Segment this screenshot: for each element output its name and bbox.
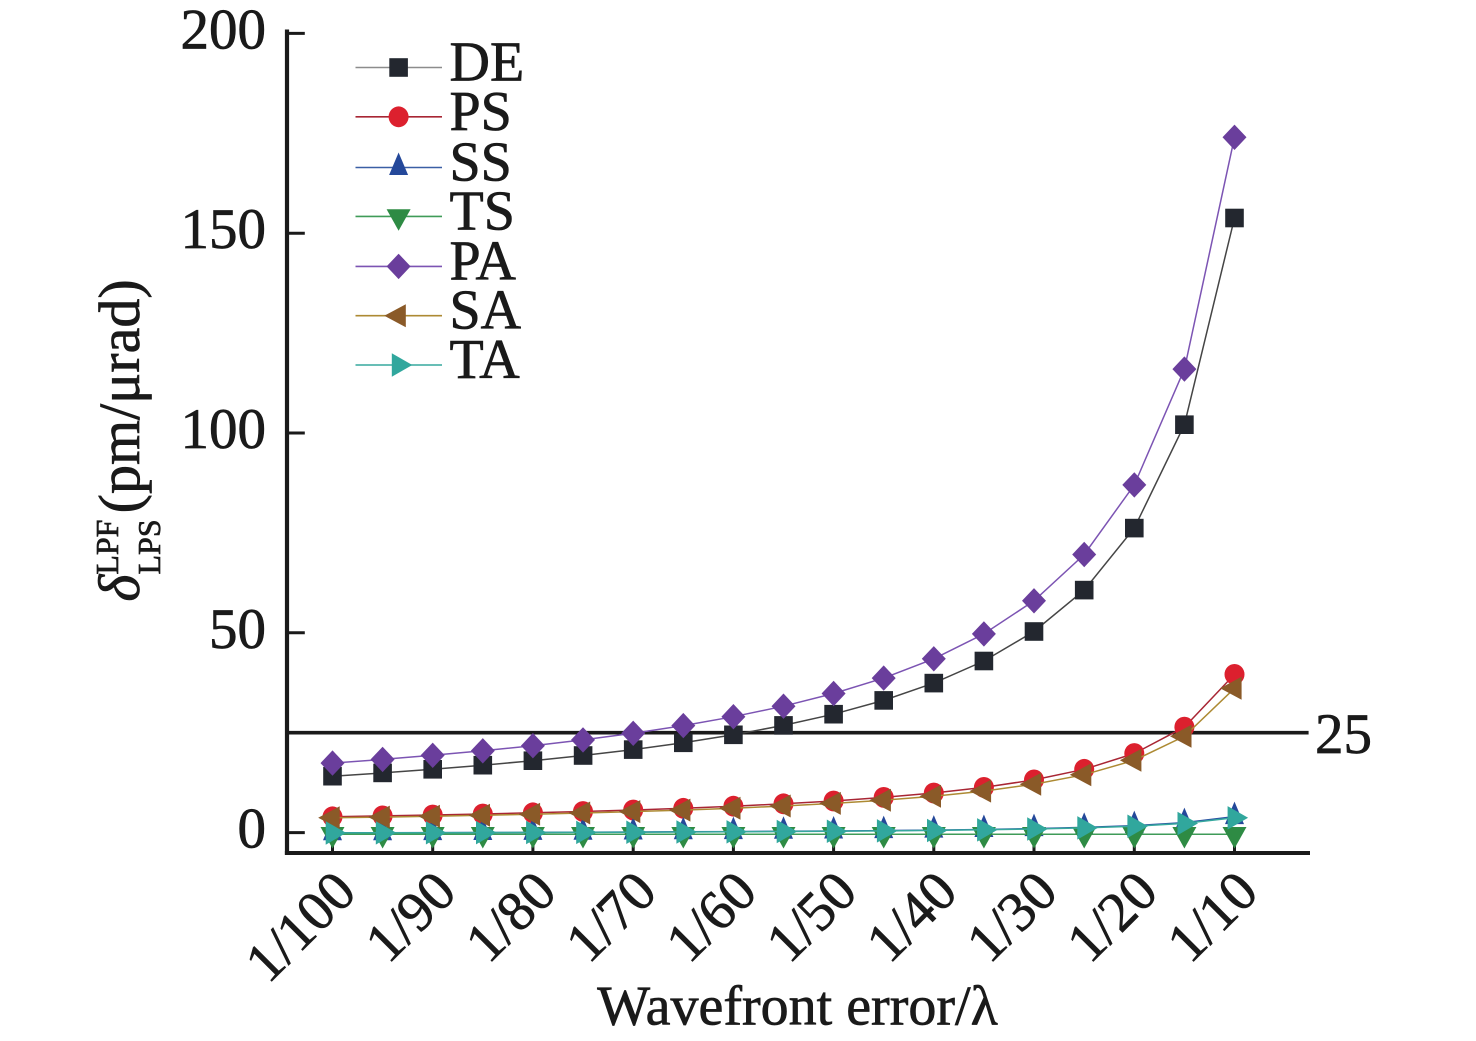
svg-text:0: 0 xyxy=(238,798,267,861)
svg-text:TS: TS xyxy=(450,180,515,242)
svg-text:DE: DE xyxy=(450,32,525,94)
svg-text:PS: PS xyxy=(450,81,512,143)
svg-text:SA: SA xyxy=(450,280,522,342)
svg-text:100: 100 xyxy=(181,398,267,461)
svg-text:Wavefront error/λ: Wavefront error/λ xyxy=(597,976,997,1037)
svg-text:SS: SS xyxy=(450,132,512,194)
svg-text:50: 50 xyxy=(209,598,266,661)
svg-text:200: 200 xyxy=(181,0,267,61)
svg-text:PA: PA xyxy=(450,230,517,292)
svg-text:150: 150 xyxy=(181,198,267,261)
svg-text:TA: TA xyxy=(450,329,521,391)
svg-text:25: 25 xyxy=(1315,703,1372,766)
